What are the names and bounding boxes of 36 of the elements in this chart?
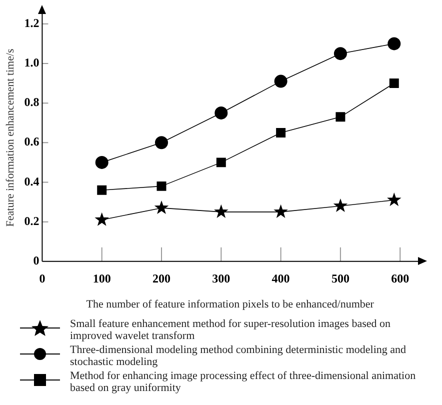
point (274, 204, 288, 218)
x-tick-label: 500 (331, 272, 350, 286)
point (214, 106, 228, 120)
legend-label: Three-dimensional modeling method combining deterministic modeling and stochastic modeling (70, 344, 408, 368)
y-axis-title: Feature information enhancement time/s (4, 48, 16, 227)
y-tick-label: 0.6 (24, 134, 40, 149)
x-tick-label: 400 (272, 272, 290, 286)
point (276, 128, 286, 138)
point (155, 136, 168, 150)
point (216, 158, 226, 168)
point (274, 74, 288, 88)
y-tick-label: 0.8 (24, 95, 40, 110)
x-tick-label: 200 (152, 272, 170, 286)
x-tick-label: 300 (212, 272, 230, 286)
legend-label: Small feature enhancement method for super-resolution images based on improved wavelet transform (70, 318, 392, 342)
point (154, 200, 169, 214)
x-axis-title: The number of feature information pixels to be enhanced/number (86, 298, 374, 310)
point (388, 37, 401, 50)
y-tick-label: 1.2 (24, 16, 40, 30)
point (95, 156, 108, 169)
point (97, 185, 107, 195)
point (389, 78, 399, 88)
point (334, 47, 347, 60)
point (156, 181, 166, 191)
y-tick-label: 0.2 (24, 214, 40, 228)
point (94, 212, 109, 226)
x-tick-label: 600 (391, 272, 410, 286)
y-tick-label: 0 (33, 253, 40, 268)
point (336, 112, 346, 122)
y-tick-label: 0.4 (24, 174, 40, 188)
x-tick-label: 100 (92, 272, 111, 286)
legend-label: Method for enhancing image processing effect of three-dimensional animation based on gray uniformity (70, 370, 417, 394)
point (387, 192, 402, 206)
point (214, 204, 228, 218)
y-tick-label: 1.0 (24, 56, 40, 70)
point (333, 198, 348, 212)
